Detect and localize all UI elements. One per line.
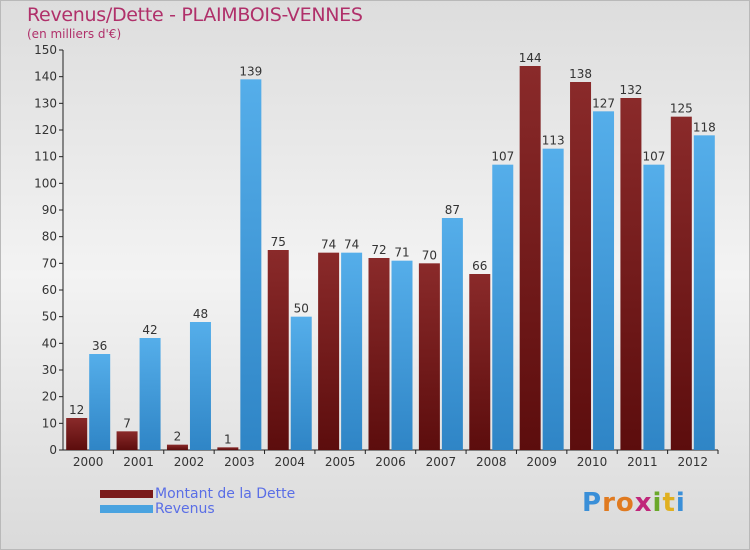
x-tick-label: 2006 [375, 455, 406, 469]
data-label: 87 [445, 203, 460, 217]
x-tick-label: 2012 [678, 455, 709, 469]
data-label: 70 [422, 248, 437, 262]
data-label: 139 [239, 64, 262, 78]
bar-revenus [542, 148, 564, 450]
legend-label-dette: Montant de la Dette [155, 486, 296, 502]
data-label: 74 [344, 238, 359, 252]
data-label: 144 [519, 51, 542, 65]
logo-letter: t [662, 488, 676, 518]
logo-letter: r [602, 488, 616, 518]
x-tick-label: 2011 [627, 455, 658, 469]
logo-letter: P [582, 488, 603, 518]
chart-subtitle: (en milliers d'€) [27, 27, 122, 41]
data-label: 66 [472, 259, 487, 273]
data-label: 42 [142, 323, 157, 337]
data-label: 107 [491, 150, 514, 164]
data-label: 36 [92, 339, 107, 353]
chart-bars [66, 66, 715, 451]
bar-dette [66, 418, 88, 450]
bar-revenus [492, 164, 514, 450]
y-tick-label: 20 [42, 390, 57, 404]
data-label: 113 [542, 134, 565, 148]
bar-revenus [341, 252, 363, 450]
x-tick-label: 2008 [476, 455, 507, 469]
bar-dette [469, 274, 491, 450]
bar-dette [368, 258, 390, 450]
x-tick-label: 2005 [325, 455, 356, 469]
y-tick-label: 40 [42, 336, 57, 350]
data-label: 2 [174, 430, 182, 444]
y-tick-label: 130 [34, 96, 57, 110]
bar-dette [318, 252, 340, 450]
x-tick-label: 2000 [73, 455, 104, 469]
data-label: 12 [69, 403, 84, 417]
y-tick-label: 10 [42, 416, 57, 430]
bar-revenus [89, 354, 111, 450]
y-tick-label: 50 [42, 310, 57, 324]
bar-dette [620, 98, 642, 450]
bar-dette [267, 250, 289, 450]
data-label: 74 [321, 238, 336, 252]
data-label: 125 [670, 102, 693, 116]
bar-revenus [441, 218, 463, 450]
logo-letter: x [634, 488, 653, 518]
legend-label-revenus: Revenus [155, 501, 215, 517]
proxiti-logo: Proxiti [582, 488, 686, 518]
logo-letter: i [652, 488, 663, 518]
data-label: 72 [371, 243, 386, 257]
y-tick-label: 30 [42, 363, 57, 377]
bar-revenus [643, 164, 665, 450]
bar-revenus [290, 316, 312, 450]
chart-title: Revenus/Dette - PLAIMBOIS-VENNES [27, 4, 363, 26]
data-label: 118 [693, 120, 716, 134]
data-label: 1 [224, 432, 232, 446]
data-label: 132 [619, 83, 642, 97]
x-tick-label: 2010 [577, 455, 608, 469]
x-tick-label: 2003 [224, 455, 255, 469]
legend-swatch-dette [100, 490, 153, 498]
bar-revenus [139, 338, 161, 450]
bar-revenus [391, 260, 413, 450]
bar-revenus [693, 135, 715, 451]
logo-letter: o [615, 488, 635, 518]
y-tick-label: 140 [34, 70, 57, 84]
data-label: 48 [193, 307, 208, 321]
x-tick-label: 2004 [274, 455, 305, 469]
data-label: 127 [592, 96, 615, 110]
y-tick-label: 100 [34, 176, 57, 190]
bar-revenus [189, 322, 211, 450]
data-label: 71 [394, 246, 409, 260]
data-label: 107 [642, 150, 665, 164]
data-label: 50 [294, 302, 309, 316]
y-tick-label: 150 [34, 43, 57, 57]
data-label: 7 [123, 416, 131, 430]
bar-dette [670, 116, 692, 451]
chart-axes: 0102030405060708090100110120130140150200… [34, 43, 719, 469]
y-tick-label: 70 [42, 256, 57, 270]
x-tick-label: 2001 [123, 455, 154, 469]
x-tick-label: 2002 [174, 455, 205, 469]
y-tick-label: 110 [34, 150, 57, 164]
bar-dette [166, 444, 188, 450]
bar-dette [570, 82, 592, 450]
data-label: 138 [569, 67, 592, 81]
bar-revenus [240, 79, 262, 450]
bar-dette [217, 447, 239, 450]
chart-labels: 12 36 7 42 2 48 1 139 75 50 74 74 72 71 70 87 66 107 144 11… [69, 51, 716, 446]
bar-dette [116, 431, 138, 450]
y-tick-label: 60 [42, 283, 57, 297]
legend-swatch-revenus [100, 505, 153, 513]
bar-dette [519, 66, 541, 450]
y-tick-label: 80 [42, 230, 57, 244]
x-tick-label: 2007 [426, 455, 457, 469]
bar-dette [418, 263, 440, 450]
y-tick-label: 90 [42, 203, 57, 217]
y-tick-label: 0 [49, 443, 57, 457]
y-tick-label: 120 [34, 123, 57, 137]
data-label: 75 [271, 235, 286, 249]
bar-revenus [593, 111, 615, 450]
x-tick-label: 2009 [526, 455, 557, 469]
logo-letter: i [675, 488, 686, 518]
